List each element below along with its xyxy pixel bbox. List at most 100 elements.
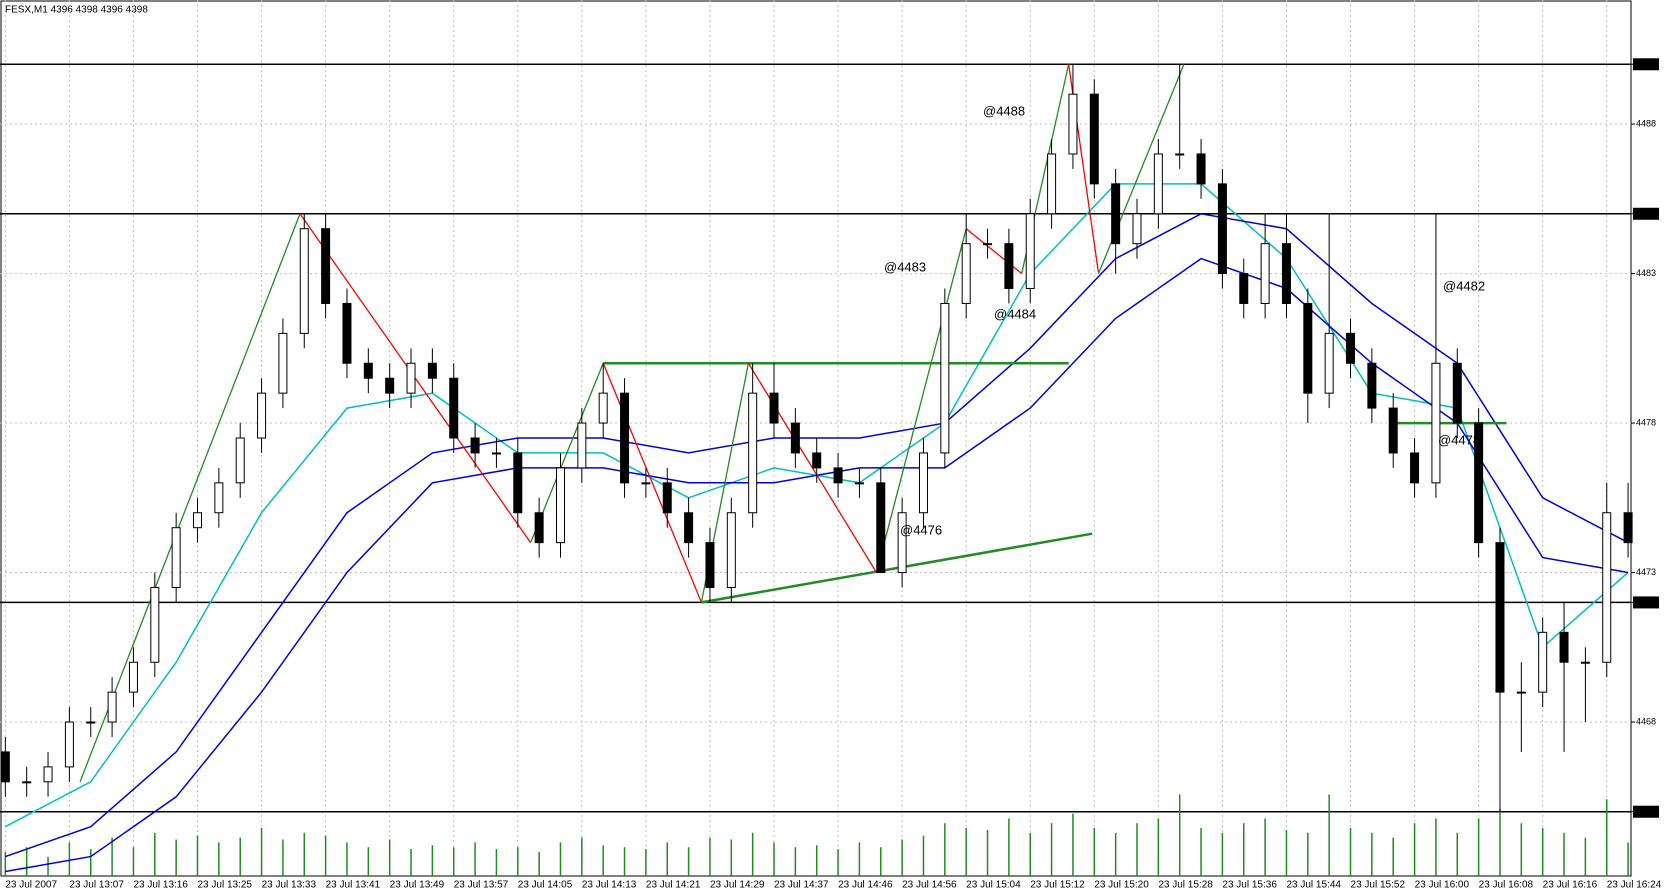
candle-body — [1388, 407, 1398, 454]
candle-body — [1025, 213, 1035, 290]
y-tick-label: 4473 — [1636, 567, 1656, 577]
candle-body — [833, 467, 843, 484]
y-tick-label: 4468 — [1636, 716, 1656, 726]
zigzag-segment — [602, 363, 703, 603]
x-tick-label: 23 Jul 13:41 — [326, 880, 381, 891]
y-tick-label: 4490 — [1636, 59, 1656, 69]
x-tick-label: 23 Jul 13:07 — [69, 880, 124, 891]
x-tick-label: 23 Jul 13:57 — [454, 880, 509, 891]
candle-body — [491, 452, 501, 455]
candle-body — [214, 482, 224, 514]
x-tick-label: 23 Jul 15:44 — [1286, 880, 1341, 891]
candle-body — [235, 437, 245, 484]
zigzag-segment — [79, 213, 301, 783]
candle-body — [1068, 93, 1078, 155]
x-tick-label: 23 Jul 14:56 — [902, 880, 957, 891]
x-tick-label: 23 Jul 16:24 — [1607, 880, 1662, 891]
candle-body — [620, 392, 630, 484]
x-tick-label: 23 Jul 15:28 — [1158, 880, 1213, 891]
candle-body — [427, 362, 437, 379]
candle-body — [1580, 661, 1590, 664]
x-tick-label: 23 Jul 14:46 — [838, 880, 893, 891]
candle-body — [43, 766, 53, 783]
x-tick-label: 23 Jul 2007 — [5, 880, 57, 891]
x-tick-label: 23 Jul 16:08 — [1479, 880, 1534, 891]
candle-body — [150, 586, 160, 663]
candle-body — [1281, 243, 1291, 304]
candle-body — [449, 377, 459, 439]
annotation: @4478 — [1438, 432, 1480, 447]
candle-body — [1538, 631, 1548, 693]
x-tick-label: 23 Jul 15:52 — [1351, 880, 1406, 891]
x-tick-label: 23 Jul 13:49 — [390, 880, 445, 891]
trend-line — [701, 532, 1093, 604]
candle-body — [1089, 93, 1099, 185]
y-tick-box — [1633, 58, 1659, 71]
candle-body — [513, 452, 523, 514]
candle-body — [278, 332, 288, 394]
candle-body — [598, 392, 608, 424]
candle-body — [1431, 362, 1441, 484]
annotation: @4483 — [884, 259, 926, 274]
candle-body — [684, 512, 694, 544]
candle-body — [854, 482, 864, 485]
x-tick-label: 23 Jul 13:25 — [198, 880, 253, 891]
candle-body — [470, 437, 480, 454]
x-tick-label: 23 Jul 16:00 — [1415, 880, 1470, 891]
candle-body — [705, 542, 715, 588]
x-tick-label: 23 Jul 13:16 — [133, 880, 188, 891]
candle-body — [1602, 512, 1612, 663]
candle-body — [790, 422, 800, 454]
x-tick-label: 23 Jul 13:33 — [262, 880, 317, 891]
candle-body — [1516, 691, 1526, 694]
annotation: @4488 — [983, 103, 1025, 118]
candle-body — [1239, 273, 1249, 304]
candle-body — [1196, 153, 1206, 185]
candle-body — [748, 392, 758, 514]
candle-body — [342, 302, 352, 364]
candle-body — [1367, 362, 1377, 409]
candle-body — [641, 482, 651, 485]
candle-body — [22, 781, 32, 784]
y-tick-box — [1633, 596, 1659, 609]
x-tick-label: 23 Jul 14:29 — [710, 880, 765, 891]
candle-body — [1559, 631, 1569, 663]
y-tick-box — [1633, 805, 1659, 818]
x-tick-label: 23 Jul 15:12 — [1030, 880, 1085, 891]
candle-body — [1623, 512, 1633, 544]
candle-body — [1004, 243, 1014, 290]
candle-body — [1132, 213, 1142, 245]
y-tick-label: 4485 — [1636, 208, 1656, 218]
candle-body — [812, 452, 822, 469]
candle-body — [1111, 183, 1121, 245]
candle-body — [1260, 243, 1270, 304]
candle-body — [897, 512, 907, 574]
x-tick-label: 23 Jul 16:16 — [1543, 880, 1598, 891]
y-tick-label: 4483 — [1636, 268, 1656, 278]
candle-body — [86, 721, 96, 724]
candle-body — [321, 228, 331, 304]
y-tick-box — [1633, 207, 1659, 220]
candle-body — [1153, 153, 1163, 215]
candle-body — [918, 452, 928, 514]
candle-body — [983, 243, 993, 246]
annotation: @4484 — [994, 306, 1036, 321]
candle-body — [385, 377, 395, 394]
x-tick-label: 23 Jul 15:04 — [966, 880, 1021, 891]
candle-body — [1410, 452, 1420, 484]
y-tick-label: 4488 — [1636, 118, 1656, 128]
candle-body — [1452, 362, 1462, 424]
candle-body — [363, 362, 373, 379]
annotation: @4476 — [900, 522, 942, 537]
x-tick-label: 23 Jul 14:13 — [582, 880, 637, 891]
candle-body — [662, 482, 672, 514]
candle-body — [577, 422, 587, 469]
zigzag-segment — [875, 228, 967, 573]
candle-body — [1303, 302, 1313, 394]
x-tick-label: 23 Jul 14:37 — [774, 880, 829, 891]
chart-title: FESX,M1 4396 4398 4396 4398 — [5, 5, 148, 16]
candle-body — [769, 392, 779, 424]
x-tick-label: 23 Jul 15:20 — [1094, 880, 1149, 891]
